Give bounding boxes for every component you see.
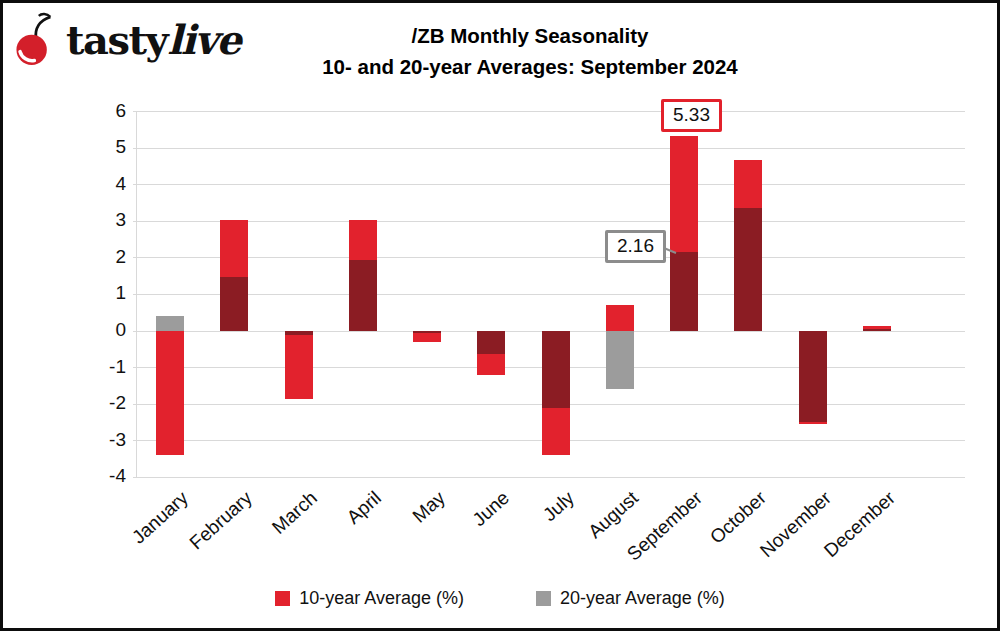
bar-february-20yr <box>220 277 248 331</box>
bar-july-20yr <box>542 331 570 408</box>
legend-item-20yr: 20-year Average (%) <box>536 588 725 609</box>
bar-march-10yr <box>285 331 313 399</box>
y-tick-label: -1 <box>82 356 126 378</box>
legend-swatch-10yr-icon <box>275 591 290 606</box>
callout-september-10yr-value: 5.33 <box>661 99 722 132</box>
bar-march-20yr <box>285 331 313 335</box>
bar-september-20yr <box>670 252 698 331</box>
gridline <box>133 111 965 112</box>
x-label-june: June <box>395 487 514 597</box>
y-tick-label: 4 <box>82 173 126 195</box>
bar-june-20yr <box>477 331 505 354</box>
gridline <box>133 184 965 185</box>
gridline <box>133 221 965 222</box>
gridline <box>133 294 965 295</box>
x-label-december: December <box>781 487 900 597</box>
gridline <box>133 257 965 258</box>
bar-august-20yr <box>606 331 634 389</box>
bar-april-20yr <box>349 260 377 331</box>
x-label-september: September <box>588 487 707 597</box>
x-label-february: February <box>138 487 257 597</box>
x-label-november: November <box>717 487 836 597</box>
chart-frame: tastylive /ZB Monthly Seasonality 10- an… <box>0 0 1000 631</box>
y-tick-label: -2 <box>82 392 126 414</box>
y-tick-label: 1 <box>82 282 126 304</box>
legend-item-10yr: 10-year Average (%) <box>275 588 464 609</box>
y-tick-label: -3 <box>82 429 126 451</box>
bar-january-10yr <box>156 331 184 455</box>
bar-january-20yr <box>156 316 184 331</box>
y-tick-label: 3 <box>82 209 126 231</box>
x-label-march: March <box>202 487 321 597</box>
callout-september-20yr-value: 2.16 <box>605 230 666 263</box>
x-label-july: July <box>460 487 579 597</box>
x-label-january: January <box>74 487 193 597</box>
gridline <box>133 148 965 149</box>
x-label-august: August <box>524 487 643 597</box>
bar-august-10yr <box>606 305 634 331</box>
x-label-may: May <box>331 487 450 597</box>
bar-may-20yr <box>413 331 441 333</box>
plot-area: 6 5 4 3 2 1 0 -1 -2 -3 -4JanuaryFebruaryMarchApril… <box>0 0 1000 631</box>
x-label-october: October <box>652 487 771 597</box>
y-tick-label: 5 <box>82 136 126 158</box>
legend-label-20yr: 20-year Average (%) <box>560 588 725 609</box>
bar-december-20yr <box>863 329 891 331</box>
y-tick-label: 6 <box>82 100 126 122</box>
bar-november-20yr <box>799 331 827 422</box>
legend-swatch-20yr-icon <box>536 591 551 606</box>
gridline <box>133 477 965 478</box>
legend: 10-year Average (%) 20-year Average (%) <box>0 588 1000 609</box>
y-tick-label: -4 <box>82 465 126 487</box>
legend-label-10yr: 10-year Average (%) <box>299 588 464 609</box>
bar-october-20yr <box>734 208 762 331</box>
y-tick-label: 2 <box>82 246 126 268</box>
x-label-april: April <box>267 487 386 597</box>
y-tick-label: 0 <box>82 319 126 341</box>
